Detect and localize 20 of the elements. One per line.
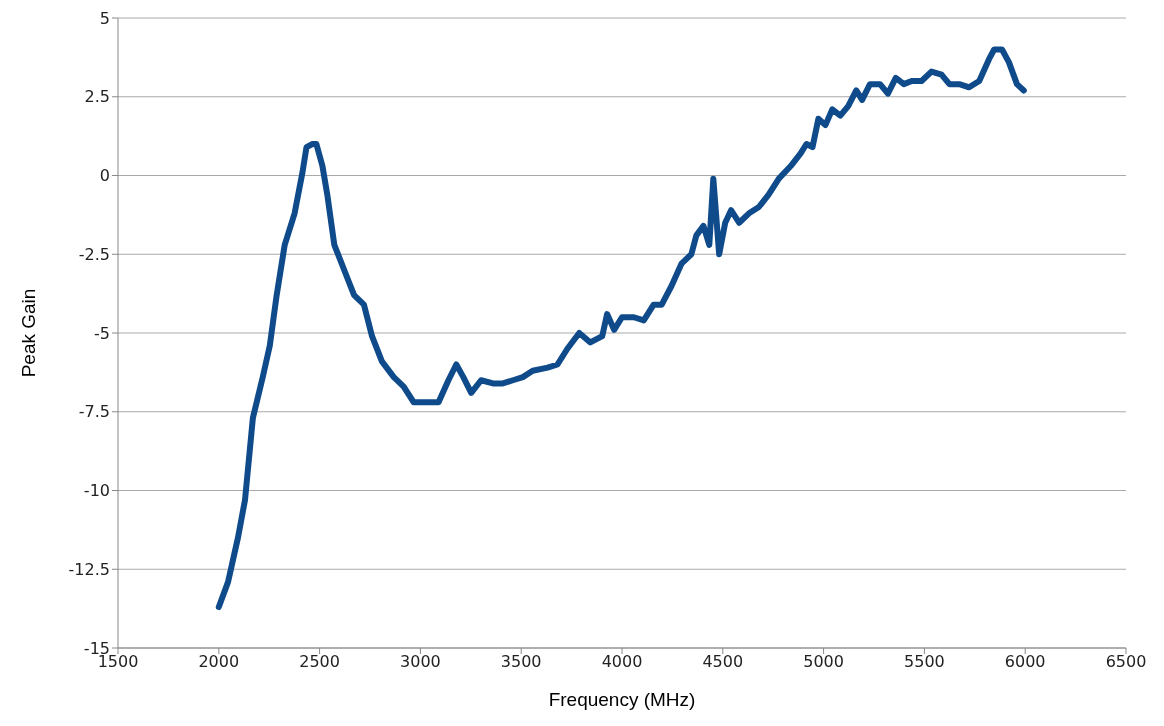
y-tick-label: -2.5 bbox=[78, 244, 110, 264]
y-tick-label: 5 bbox=[99, 8, 110, 28]
x-tick-label: 4500 bbox=[702, 652, 744, 672]
y-axis-title: Peak Gain bbox=[17, 288, 39, 378]
y-tick-label: -10 bbox=[83, 481, 110, 501]
x-tick-label: 5500 bbox=[904, 652, 945, 672]
x-tick-label: 2500 bbox=[299, 652, 340, 672]
x-tick-label: 6500 bbox=[1105, 652, 1147, 672]
x-axis-title: Frequency (MHz) bbox=[548, 689, 696, 710]
x-tick-label: 3000 bbox=[400, 652, 441, 672]
x-tick-label: 2000 bbox=[198, 652, 240, 672]
y-tick-label: 0 bbox=[99, 166, 110, 186]
x-tick-label: 6000 bbox=[1004, 652, 1046, 672]
y-tick-label: -5 bbox=[94, 323, 110, 343]
y-tick-label: -7.5 bbox=[78, 402, 110, 422]
x-tick-label: 4000 bbox=[601, 652, 643, 672]
x-tick-label: 3500 bbox=[500, 652, 542, 672]
y-tick-label: 2.5 bbox=[84, 87, 110, 107]
y-tick-label: -12.5 bbox=[68, 559, 110, 579]
x-tick-label: 5000 bbox=[803, 652, 844, 672]
